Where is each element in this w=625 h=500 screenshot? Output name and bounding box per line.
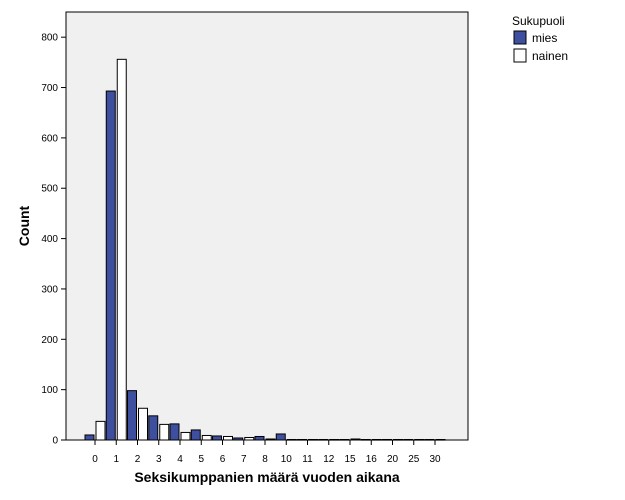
bar-nainen-5	[201, 434, 212, 441]
bar-mies-20	[382, 438, 392, 441]
bar-mies-5	[190, 429, 201, 441]
bar-mies-15	[339, 438, 350, 441]
y-tick-label: 200	[41, 335, 58, 346]
bar-mies-3	[148, 415, 159, 441]
bar-mies-30	[424, 438, 435, 441]
x-tick-label: 7	[241, 454, 247, 465]
bar-nainen-3	[159, 423, 170, 441]
x-tick-label: 2	[135, 454, 141, 465]
y-tick-label: 500	[41, 184, 58, 195]
bar-mies-10	[275, 433, 286, 441]
x-tick-label: 6	[220, 454, 226, 465]
y-tick-label: 800	[41, 33, 58, 44]
y-tick-label: 700	[41, 83, 58, 94]
bar-nainen-7	[244, 436, 255, 441]
legend-swatch-mies	[513, 30, 527, 45]
y-tick-label: 100	[41, 385, 58, 396]
x-tick-label: 10	[281, 454, 293, 465]
bar-nainen-20	[393, 438, 403, 441]
bar-nainen-15	[350, 438, 361, 441]
bar-mies-25	[403, 438, 414, 441]
x-axis-title: Seksikumppanien määrä vuoden aikana	[134, 469, 400, 485]
y-tick-label: 300	[41, 284, 58, 295]
x-tick-label: 15	[344, 454, 356, 465]
legend-label-mies: mies	[532, 31, 557, 45]
bar-mies-6	[212, 435, 222, 441]
bar-nainen-12	[329, 438, 340, 441]
legend-label-nainen: nainen	[532, 49, 568, 63]
bar-nainen-6	[223, 435, 233, 441]
bar-nainen-16	[371, 438, 382, 441]
plot-area	[65, 11, 469, 441]
legend-swatch-nainen	[513, 48, 527, 63]
bar-nainen-2	[138, 407, 148, 441]
y-tick-label: 600	[41, 133, 58, 144]
y-axis: 0 100 200 300 400 500 600 700 800	[41, 33, 66, 447]
x-tick-label: 25	[408, 454, 420, 465]
x-tick-label: 8	[262, 454, 268, 465]
bar-mies-4	[169, 423, 180, 441]
x-tick-label: 12	[323, 454, 335, 465]
x-tick-label: 3	[156, 454, 162, 465]
y-tick-label: 400	[41, 234, 58, 245]
bar-nainen-10	[286, 438, 297, 441]
bar-mies-11	[297, 438, 307, 441]
x-tick-label: 16	[366, 454, 378, 465]
legend-title: Sukupuoli	[512, 14, 565, 28]
bar-nainen-8	[265, 438, 276, 441]
bar-nainen-25	[414, 438, 425, 441]
x-tick-label: 11	[302, 454, 313, 465]
bar-nainen-11	[308, 438, 318, 441]
legend: Sukupuoli mies nainen	[512, 14, 568, 63]
x-tick-label: 5	[198, 454, 204, 465]
bar-nainen-0	[95, 420, 106, 441]
bar-nainen-4	[180, 431, 191, 441]
x-axis: 0 1 2 3 4 5 6 7 8 10 11 12 15 16 20 25 30	[92, 440, 441, 465]
x-tick-label: 0	[92, 454, 98, 465]
bar-mies-16	[360, 438, 371, 441]
bar-mies-2	[127, 390, 137, 441]
bar-nainen-30	[435, 438, 446, 441]
bar-mies-0	[84, 434, 95, 441]
bar-mies-7	[233, 437, 244, 441]
bar-mies-8	[254, 435, 265, 441]
x-tick-label: 1	[113, 454, 119, 465]
bar-mies-12	[318, 438, 329, 441]
bar-nainen-1	[116, 58, 127, 441]
x-tick-label: 4	[177, 454, 183, 465]
bar-mies-1	[105, 90, 116, 441]
x-tick-label: 20	[387, 454, 399, 465]
bars-group	[84, 58, 446, 441]
y-tick-label: 0	[52, 436, 58, 447]
y-axis-title: Count	[16, 205, 32, 246]
x-tick-label: 30	[429, 454, 441, 465]
